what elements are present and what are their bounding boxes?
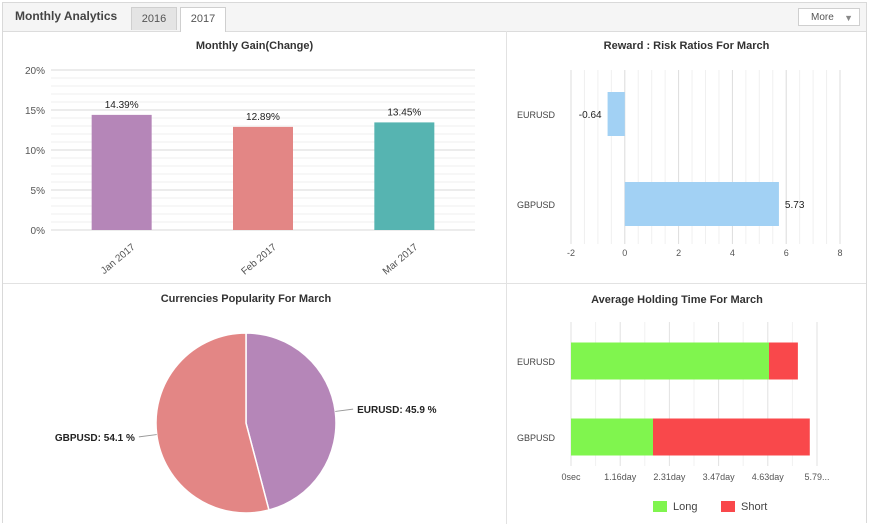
pie-slice-label: EURUSD: 45.9 % — [357, 405, 437, 416]
x-tick-label: 6 — [784, 248, 789, 258]
pie-slice-gbpusd — [155, 332, 270, 514]
currency-popularity-title: Currencies Popularity For March — [160, 293, 332, 305]
currency-popularity-panel: Currencies Popularity For March EURUSD: … — [3, 284, 506, 524]
more-dropdown[interactable]: More ▼ — [798, 8, 860, 26]
x-tick-label: -2 — [567, 248, 575, 258]
legend-swatch-long — [653, 501, 667, 512]
y-tick-label: 15% — [25, 106, 45, 117]
reward-risk-title: Reward : Risk Ratios For March — [603, 40, 770, 52]
data-label: 12.89% — [246, 112, 280, 123]
holding-time-chart: 0sec 1.16day 2.31day 3.47day 4.63day 5.79... E… — [517, 322, 830, 513]
monthly-gain-chart: 0% 5% 10% 15% 20% 14.39% Jan 2017 12.89% Feb 201… — [25, 66, 475, 278]
caret-down-icon: ▼ — [844, 13, 853, 23]
horizontal-divider — [3, 283, 866, 284]
pie-slice-eurusd — [245, 332, 337, 511]
tab-2017[interactable]: 2017 — [180, 7, 226, 32]
data-label: 14.39% — [105, 100, 139, 111]
pie-connector — [138, 434, 157, 438]
x-tick-label: 1.16day — [604, 472, 637, 482]
x-tick-label: 2 — [676, 248, 681, 258]
x-tick-label: 0sec — [561, 472, 581, 482]
y-category-label: EURUSD — [517, 110, 556, 120]
bar-mar-2017 — [374, 122, 435, 230]
bar-eurusd — [607, 92, 625, 136]
data-label: -0.64 — [579, 110, 602, 121]
y-tick-label: 0% — [31, 226, 46, 237]
pie-slice-label: GBPUSD: 54.1 % — [55, 433, 135, 444]
y-category-label: GBPUSD — [517, 433, 556, 443]
x-tick-label: 0 — [622, 248, 627, 258]
vertical-divider — [506, 31, 507, 524]
currency-popularity-chart: EURUSD: 45.9 % GBPUSD: 54.1 % — [55, 332, 437, 514]
x-tick-label: Mar 2017 — [381, 242, 421, 278]
holding-time-title: Average Holding Time For March — [591, 294, 763, 306]
x-tick-label: 3.47day — [703, 472, 736, 482]
reward-risk-panel: Reward : Risk Ratios For March -2 0 2 4 6 8 EU… — [507, 32, 866, 283]
x-tick-label: 4.63day — [752, 472, 785, 482]
x-tick-label: 2.31day — [653, 472, 686, 482]
x-tick-label: Jan 2017 — [99, 242, 138, 277]
y-category-label: GBPUSD — [517, 200, 556, 210]
tab-2016[interactable]: 2016 — [131, 7, 177, 30]
monthly-gain-title: Monthly Gain(Change) — [195, 40, 314, 52]
x-tick-label: 8 — [837, 248, 842, 258]
y-tick-label: 10% — [25, 146, 45, 157]
more-label: More — [811, 12, 834, 23]
x-tick-label: 5.79... — [804, 472, 829, 482]
pie-connector — [335, 408, 354, 412]
bar-gbpusd-short — [653, 418, 810, 456]
legend-label: Short — [741, 501, 767, 513]
bar-eurusd-short — [768, 342, 798, 380]
monthly-gain-panel: Monthly Gain(Change) 0% 5% 10% 15% 20% 14.39%… — [3, 32, 506, 283]
data-label: 5.73 — [785, 200, 805, 211]
widget-header: Monthly Analytics 2016 2017 More ▼ — [3, 3, 866, 32]
holding-time-panel: Average Holding Time For March 0sec 1.16d… — [507, 284, 866, 524]
legend-label: Long — [673, 501, 697, 513]
y-tick-label: 20% — [25, 66, 45, 77]
y-tick-label: 5% — [31, 186, 46, 197]
y-category-label: EURUSD — [517, 357, 556, 367]
bar-jan-2017 — [91, 114, 152, 230]
widget-title: Monthly Analytics — [15, 9, 118, 23]
legend-swatch-short — [721, 501, 735, 512]
reward-risk-chart: -2 0 2 4 6 8 EURUSD -0.64 GBPUSD 5.73 — [517, 70, 843, 258]
bar-gbpusd-long — [571, 418, 653, 456]
bar-gbpusd — [624, 182, 779, 226]
bar-eurusd-long — [571, 342, 769, 380]
x-tick-label: Feb 2017 — [239, 242, 279, 278]
x-tick-label: 4 — [730, 248, 735, 258]
data-label: 13.45% — [387, 107, 421, 118]
bar-feb-2017 — [233, 126, 293, 230]
